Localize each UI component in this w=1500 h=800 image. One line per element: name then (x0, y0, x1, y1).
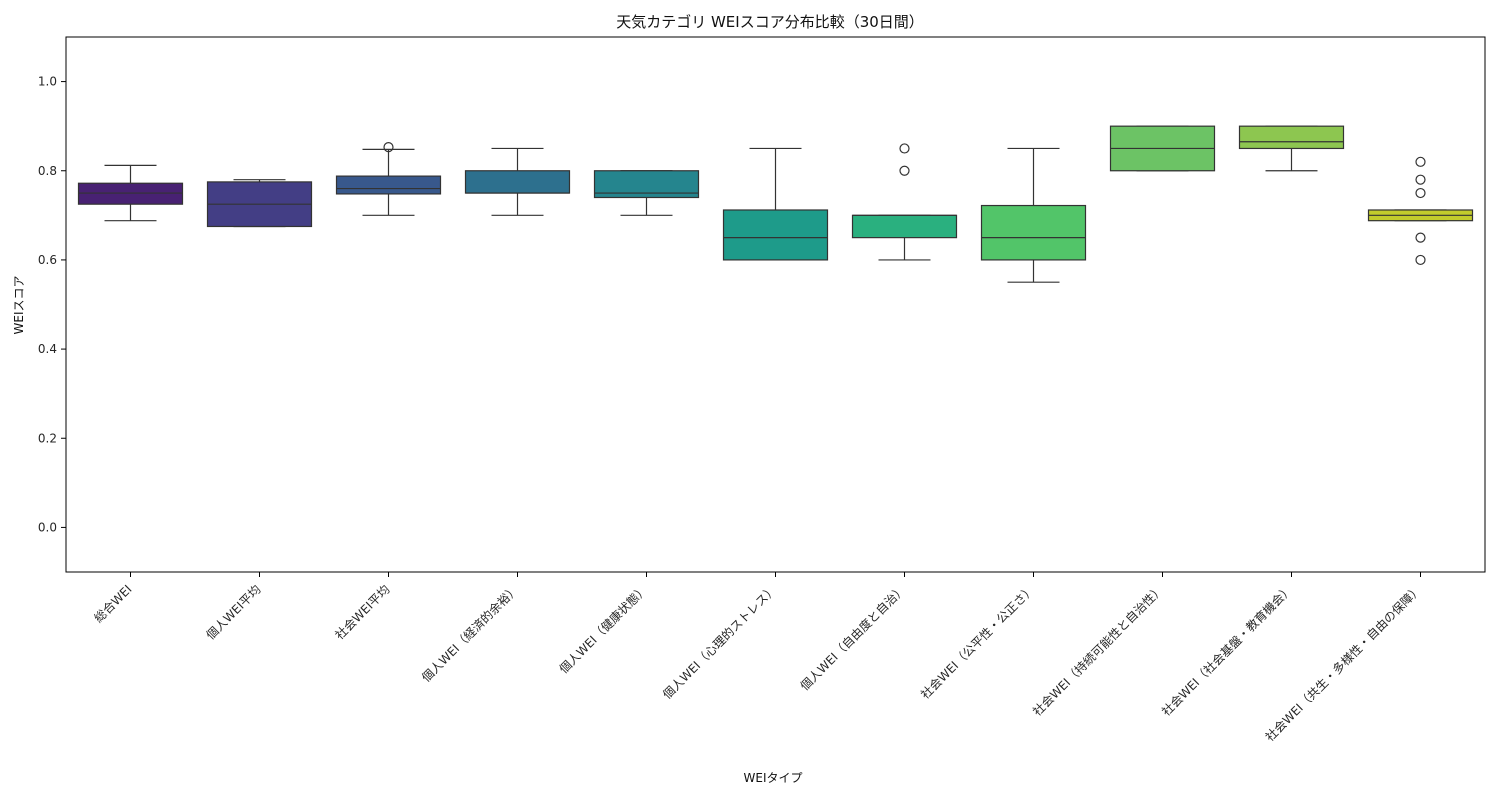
outlier-point (383, 142, 394, 153)
box-iqr (851, 214, 958, 239)
x-tick-label: 個人WEI（自由度と自治） (797, 582, 909, 694)
x-tick-label: 個人WEI（心理的ストレス） (659, 582, 779, 702)
x-tick-label: 社会WEI（持続可能性と自治性） (1029, 582, 1166, 719)
x-tick-label: 個人WEI（健康状態） (556, 582, 651, 677)
x-tick-label: 社会WEI（社会基盤・教育機会） (1158, 582, 1295, 719)
y-tick-label: 1.0 (38, 75, 57, 89)
x-tick-label: 個人WEI平均 (204, 582, 264, 642)
x-axis-label: WEIタイプ (744, 771, 803, 785)
x-tick-label: 社会WEI（公平性・公正さ） (917, 582, 1037, 702)
plot-frame (65, 36, 1486, 573)
y-tick-label: 0.8 (38, 164, 57, 178)
x-tick-label: 個人WEI（経済的余裕） (418, 582, 521, 685)
outlier-point (899, 143, 910, 154)
y-axis-label: WEIスコア (12, 276, 26, 335)
x-tick-label: 社会WEI平均 (332, 582, 393, 643)
y-tick-label: 0.2 (38, 431, 57, 445)
box-iqr (1238, 125, 1345, 150)
y-tick-label: 0.0 (38, 520, 57, 534)
outlier-point (1415, 174, 1426, 185)
box-iqr (335, 175, 442, 195)
box-iqr (464, 170, 571, 194)
outlier-point (1415, 187, 1426, 199)
y-tick-label: 0.4 (38, 342, 57, 356)
chart-title: 天気カテゴリ WEIスコア分布比較（30日間） (616, 13, 924, 31)
outlier-point (899, 165, 910, 176)
y-tick-label: 0.6 (38, 253, 57, 267)
x-tick-label: 社会WEI（共生・多様性・自由の保障） (1262, 582, 1425, 745)
box-iqr (980, 204, 1087, 261)
box-iqr (722, 209, 829, 261)
outlier-point (1415, 156, 1426, 167)
outlier-point (1415, 254, 1426, 266)
x-tick-label: 総合WEI (91, 582, 135, 626)
box-iqr (77, 182, 184, 205)
outlier-point (1415, 232, 1426, 243)
